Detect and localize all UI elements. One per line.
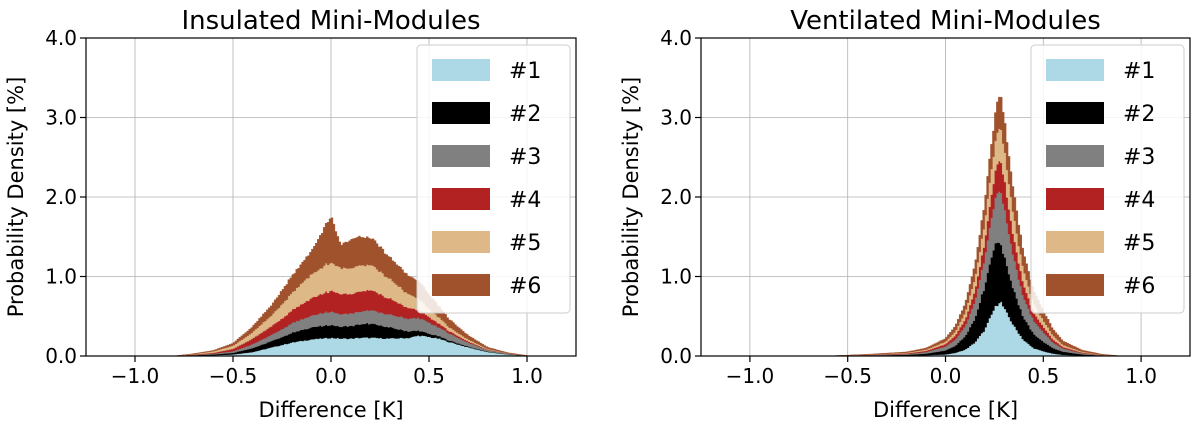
legend-label: #2 (509, 102, 541, 127)
x-tick-label: −0.5 (209, 364, 258, 388)
legend-label: #4 (1123, 188, 1155, 213)
legend-swatch-4 (432, 188, 490, 210)
y-tick-label: 0.0 (660, 344, 692, 368)
chart-panel-2: −1.0 −0.5 0.0 0.5 1.0 0.0 1.0 2.0 3.0 4.0 Differen… (619, 6, 1191, 422)
x-axis-label: Difference [K] (258, 398, 403, 422)
x-tick-label: 0.5 (1027, 364, 1059, 388)
x-tick-label: 1.0 (1125, 364, 1157, 388)
legend-label: #3 (1123, 145, 1155, 170)
legend-swatch-3 (1046, 145, 1104, 167)
legend-label: #4 (509, 188, 541, 213)
series-area-6 (86, 217, 576, 357)
legend-swatch-5 (1046, 231, 1104, 253)
x-tick-label: −0.5 (823, 364, 872, 388)
legend-label: #1 (1123, 59, 1155, 84)
y-tick-label: 1.0 (45, 265, 77, 289)
legend-label: #5 (509, 231, 541, 256)
y-axis-label: Probability Density [%] (4, 77, 28, 318)
legend-swatch-2 (1046, 102, 1104, 124)
x-tick-label: 1.0 (511, 364, 543, 388)
x-tick-label: −1.0 (726, 364, 775, 388)
y-tick-label: 3.0 (660, 106, 692, 130)
legend-box (1030, 44, 1185, 314)
legend-label: #1 (509, 59, 541, 84)
x-tick-label: 0.0 (315, 364, 347, 388)
y-tick-label: 3.0 (45, 106, 77, 130)
chart-title: Ventilated Mini-Modules (790, 6, 1101, 36)
legend-swatch-3 (432, 145, 490, 167)
x-axis-label: Difference [K] (873, 398, 1018, 422)
legend-label: #5 (1123, 231, 1155, 256)
legend-label: #2 (1123, 102, 1155, 127)
y-tick-label: 2.0 (660, 185, 692, 209)
y-axis-label: Probability Density [%] (619, 77, 643, 318)
y-tick-label: 0.0 (45, 344, 77, 368)
legend-swatch-4 (1046, 188, 1104, 210)
legend-swatch-5 (432, 231, 490, 253)
legend-box (416, 44, 571, 314)
x-tick-label: 0.0 (930, 364, 962, 388)
legend-label: #3 (509, 145, 541, 170)
y-tick-label: 4.0 (45, 26, 77, 50)
x-tick-label: 0.5 (413, 364, 445, 388)
legend-swatch-1 (432, 59, 490, 81)
legend-swatch-2 (432, 102, 490, 124)
y-tick-label: 1.0 (660, 265, 692, 289)
legend-label: #6 (509, 274, 541, 299)
series-area-6 (701, 96, 1190, 357)
legend-label: #6 (1123, 274, 1155, 299)
legend-swatch-6 (1046, 274, 1104, 296)
chart-title: Insulated Mini-Modules (181, 6, 480, 36)
chart-panel-1: −1.0 −0.5 0.0 0.5 1.0 0.0 1.0 2.0 3.0 4.0 Differen… (4, 6, 577, 422)
x-tick-label: −1.0 (111, 364, 160, 388)
legend-swatch-1 (1046, 59, 1104, 81)
y-tick-label: 2.0 (45, 185, 77, 209)
y-tick-label: 4.0 (660, 26, 692, 50)
legend-swatch-6 (432, 274, 490, 296)
